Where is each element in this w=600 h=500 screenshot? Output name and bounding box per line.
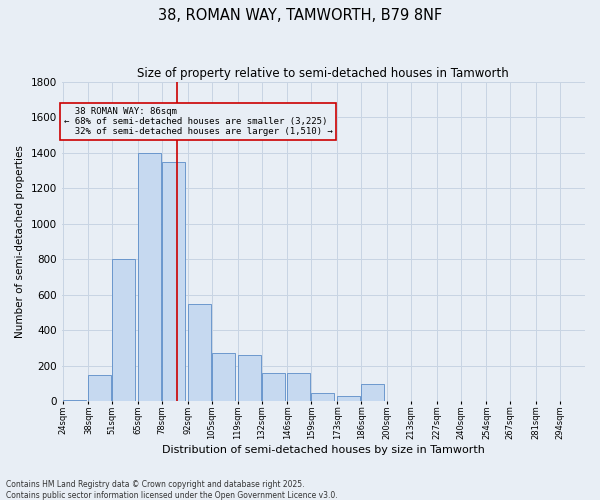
Bar (262, 373, 284, 402)
Y-axis label: Number of semi-detached properties: Number of semi-detached properties (15, 145, 25, 338)
Text: Contains HM Land Registry data © Crown copyright and database right 2025.
Contai: Contains HM Land Registry data © Crown c… (6, 480, 338, 500)
Bar (287, 373, 310, 402)
Bar (188, 304, 211, 402)
Bar (238, 355, 260, 402)
Bar (62, 400, 86, 402)
Bar (461, 400, 484, 402)
Text: 38 ROMAN WAY: 86sqm
← 68% of semi-detached houses are smaller (3,225)
  32% of s: 38 ROMAN WAY: 86sqm ← 68% of semi-detach… (64, 106, 332, 136)
Bar (138, 152, 161, 402)
Title: Size of property relative to semi-detached houses in Tamworth: Size of property relative to semi-detach… (137, 68, 509, 80)
Bar (212, 354, 235, 402)
Text: 38, ROMAN WAY, TAMWORTH, B79 8NF: 38, ROMAN WAY, TAMWORTH, B79 8NF (158, 8, 442, 22)
Bar (361, 384, 384, 402)
Bar (560, 400, 583, 402)
Bar (311, 392, 334, 402)
X-axis label: Distribution of semi-detached houses by size in Tamworth: Distribution of semi-detached houses by … (162, 445, 485, 455)
Bar (88, 375, 112, 402)
Bar (112, 260, 136, 402)
Bar (162, 162, 185, 402)
Bar (337, 396, 360, 402)
